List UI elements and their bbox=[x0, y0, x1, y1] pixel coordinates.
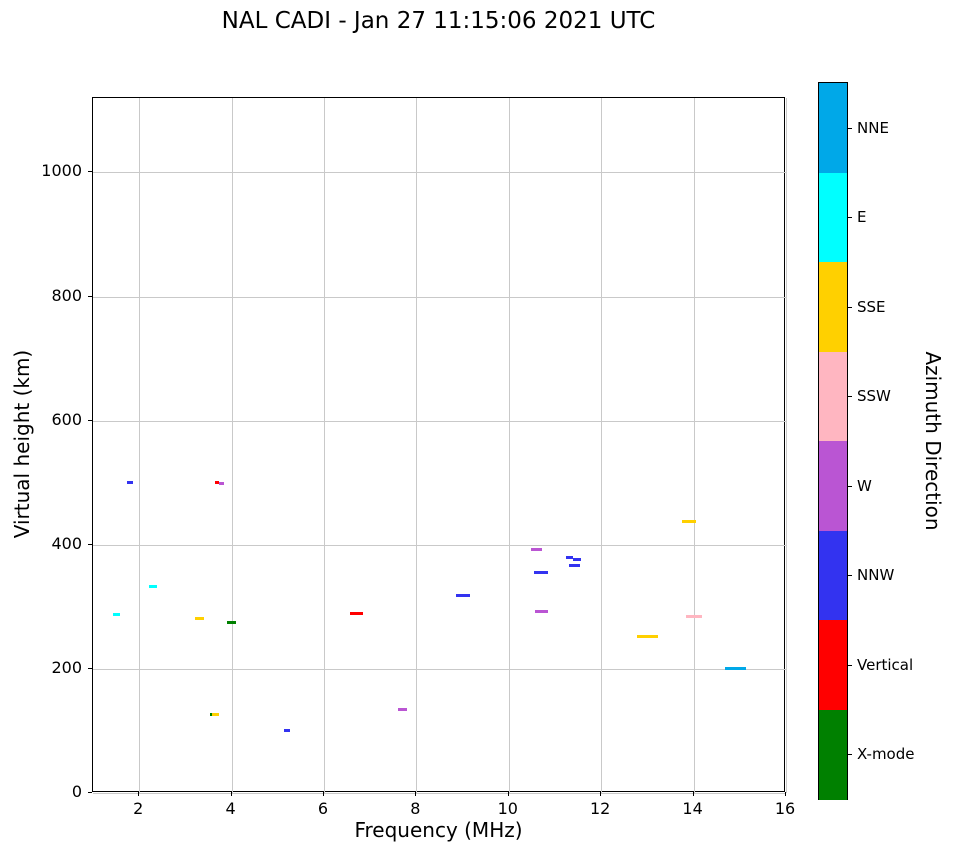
x-tick-label: 14 bbox=[682, 799, 703, 818]
colorbar-tick bbox=[848, 754, 852, 756]
colorbar-label: Azimuth Direction bbox=[921, 351, 945, 531]
chart-title: NAL CADI - Jan 27 11:15:06 2021 UTC bbox=[221, 8, 656, 34]
x-axis-label: Frequency (MHz) bbox=[354, 818, 523, 842]
x-tick bbox=[323, 792, 324, 796]
x-tick-label: 4 bbox=[225, 799, 236, 818]
colorbar-tick-label: NNW bbox=[857, 566, 895, 585]
data-point bbox=[194, 617, 204, 621]
colorbar-tick-label: E bbox=[857, 208, 867, 227]
x-tick-label: 16 bbox=[774, 799, 796, 818]
y-tick bbox=[88, 171, 92, 173]
colorbar-tick-label: SSE bbox=[857, 297, 886, 316]
colorbar-segment-x-mode bbox=[819, 709, 847, 800]
gridline-x bbox=[139, 98, 141, 793]
x-tick bbox=[785, 792, 786, 796]
y-tick bbox=[88, 667, 92, 669]
colorbar-segment-vertical bbox=[819, 620, 847, 710]
x-tick bbox=[692, 792, 694, 796]
colorbar-tick-label: W bbox=[857, 476, 872, 495]
colorbar-segment-e bbox=[819, 172, 847, 263]
colorbar-segment-nnw bbox=[819, 530, 847, 621]
x-tick bbox=[507, 792, 509, 796]
colorbar-tick bbox=[848, 217, 852, 219]
colorbar-tick bbox=[848, 306, 852, 308]
gridline-y bbox=[93, 420, 786, 422]
gridline-x bbox=[693, 98, 695, 793]
gridline-x bbox=[231, 98, 233, 793]
y-tick-label: 0 bbox=[71, 782, 82, 801]
data-point bbox=[685, 614, 702, 618]
data-point bbox=[112, 612, 120, 616]
plot-area bbox=[92, 97, 787, 794]
data-point bbox=[127, 481, 133, 485]
data-point bbox=[534, 609, 548, 613]
gridline-x bbox=[601, 98, 603, 793]
y-tick-label: 1000 bbox=[41, 161, 82, 181]
data-point bbox=[681, 520, 697, 524]
y-tick bbox=[88, 419, 92, 421]
colorbar-segment-ssw bbox=[819, 351, 847, 442]
y-tick-label: 400 bbox=[51, 533, 82, 553]
data-point bbox=[637, 635, 658, 639]
y-axis-label: Virtual height (km) bbox=[10, 349, 34, 539]
gridline-y bbox=[93, 793, 786, 794]
data-point bbox=[218, 481, 225, 485]
colorbar-tick bbox=[848, 485, 852, 487]
x-tick-label: 12 bbox=[590, 799, 611, 818]
gridline-y bbox=[93, 172, 786, 174]
gridline-y bbox=[93, 296, 786, 298]
x-tick bbox=[600, 792, 602, 796]
data-point bbox=[214, 481, 219, 485]
data-point bbox=[531, 548, 542, 552]
gridline-y bbox=[93, 544, 786, 546]
y-tick bbox=[88, 295, 92, 297]
y-tick-label: 200 bbox=[51, 657, 82, 677]
data-point bbox=[283, 729, 291, 733]
gridline-x bbox=[324, 98, 325, 793]
colorbar-tick-label: Vertical bbox=[857, 655, 914, 674]
colorbar-segment-w bbox=[819, 441, 847, 531]
data-point bbox=[566, 555, 574, 559]
y-tick-label: 600 bbox=[51, 409, 82, 429]
x-tick-label: 10 bbox=[497, 799, 518, 818]
colorbar-tick-label: SSW bbox=[857, 387, 891, 406]
colorbar-tick-label: X-mode bbox=[857, 745, 915, 764]
y-tick bbox=[88, 543, 92, 545]
colorbar-tick bbox=[848, 396, 852, 398]
data-point bbox=[397, 707, 408, 711]
x-tick bbox=[415, 792, 417, 796]
gridline-x bbox=[508, 98, 510, 793]
colorbar-segment-sse bbox=[819, 262, 847, 352]
data-point bbox=[534, 570, 549, 574]
data-point bbox=[148, 584, 158, 588]
colorbar-tick-label: NNE bbox=[857, 118, 889, 137]
data-point bbox=[212, 712, 220, 716]
colorbar-segment-nne bbox=[819, 83, 847, 173]
data-point bbox=[573, 558, 582, 562]
data-point bbox=[724, 667, 746, 671]
data-point bbox=[349, 611, 363, 615]
gridline-x bbox=[416, 98, 418, 793]
data-point bbox=[227, 620, 236, 624]
x-tick-label: 6 bbox=[317, 799, 329, 818]
colorbar bbox=[818, 82, 848, 800]
colorbar-tick bbox=[848, 575, 852, 577]
y-tick bbox=[88, 792, 92, 793]
y-tick-label: 800 bbox=[51, 285, 82, 305]
colorbar-tick bbox=[848, 127, 852, 129]
gridline-x bbox=[786, 98, 787, 793]
x-tick bbox=[230, 792, 232, 796]
data-point bbox=[210, 712, 215, 716]
x-tick-label: 8 bbox=[410, 799, 421, 818]
colorbar-tick bbox=[848, 664, 852, 666]
gridline-y bbox=[93, 668, 786, 670]
x-tick bbox=[138, 792, 140, 796]
data-point bbox=[455, 594, 470, 598]
x-tick-label: 2 bbox=[133, 799, 144, 818]
data-point bbox=[568, 564, 581, 568]
